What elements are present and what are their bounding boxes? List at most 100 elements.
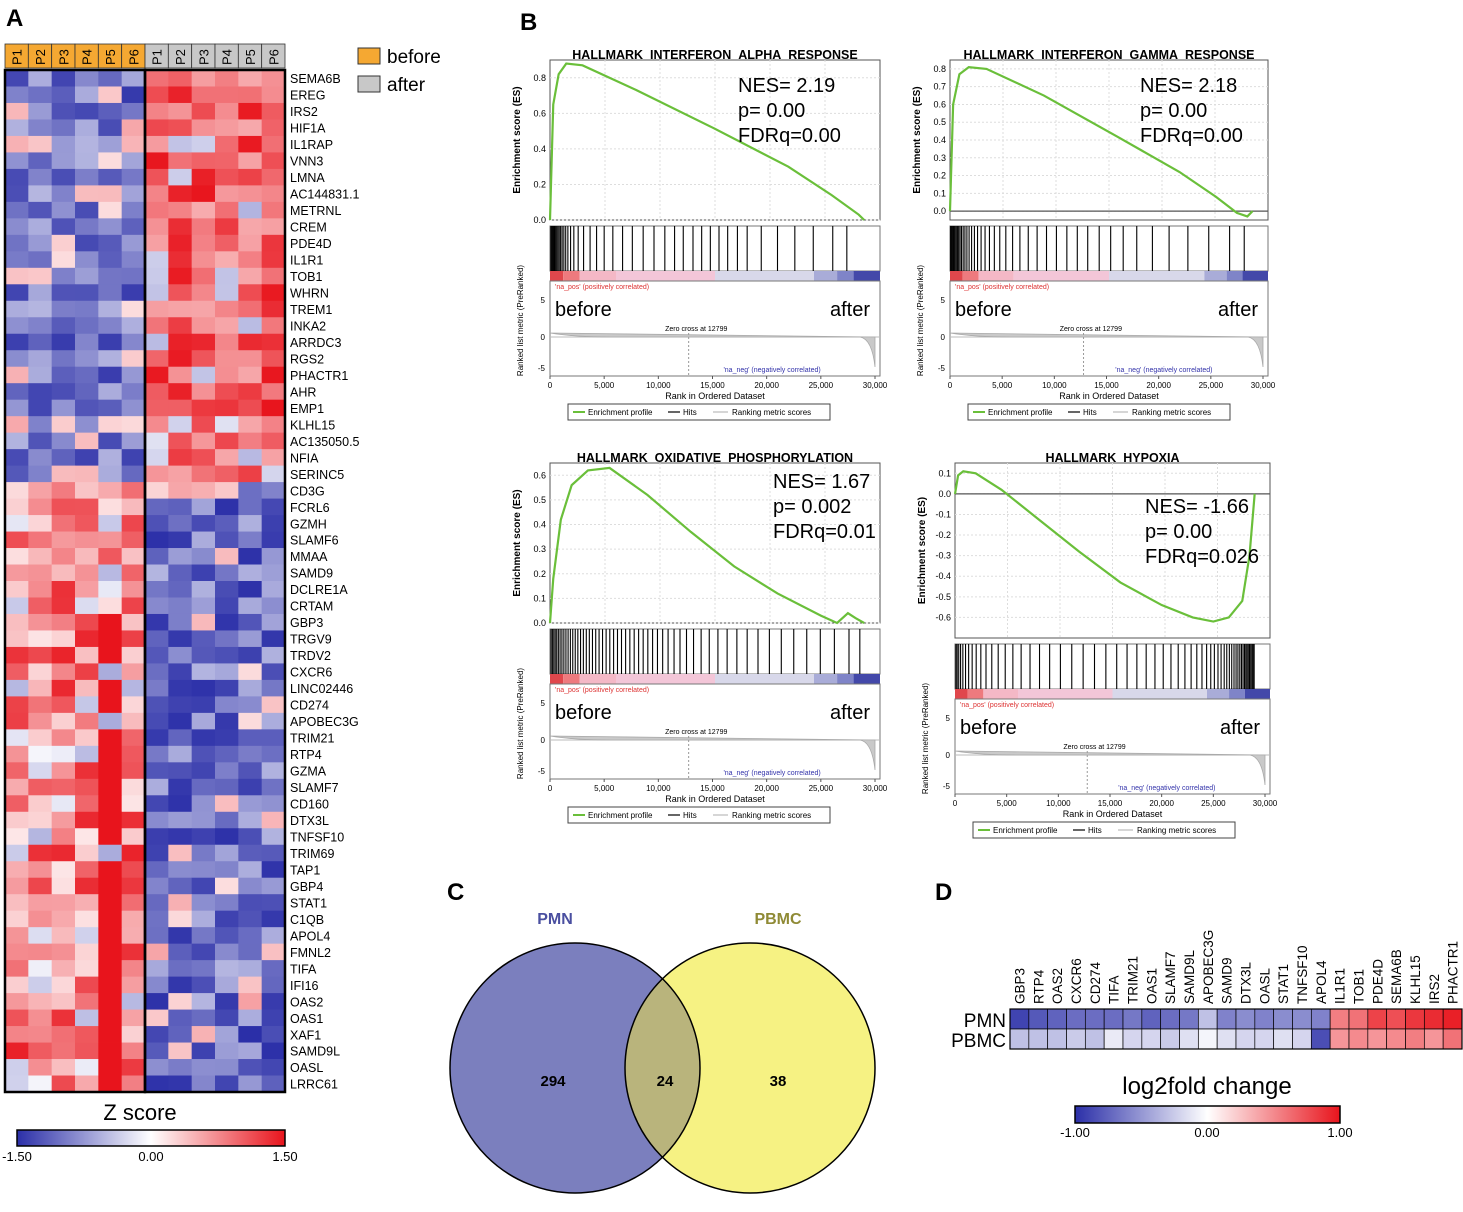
heatmap-cell — [121, 218, 146, 236]
gene-label: STAT1 — [290, 896, 327, 910]
heatmap-cell — [238, 1059, 263, 1076]
heatmap-cell — [238, 548, 263, 565]
heatmap-cell — [191, 1075, 216, 1093]
heatmap-cell — [238, 482, 263, 499]
heatmap-cell — [238, 119, 263, 137]
heatmap-cell — [121, 465, 146, 483]
heatmap-cell — [168, 185, 193, 203]
heatmap-cell — [261, 745, 286, 763]
heatmap-cell — [28, 482, 53, 499]
es-tick-label: 0.1 — [933, 188, 946, 198]
rank-color-segment — [579, 271, 616, 281]
gsea-legend-box — [567, 806, 831, 824]
heatmap-cell — [98, 416, 123, 434]
fold-change-cell — [1084, 1028, 1105, 1050]
heatmap-cell — [191, 1042, 216, 1060]
es-tick-label: 0.0 — [933, 206, 946, 216]
heatmap-cell — [75, 531, 99, 549]
heatmap-cell — [98, 646, 123, 664]
heatmap-cell — [98, 597, 123, 615]
gsea-title: HALLMARK_INTERFERON_ALPHA_RESPONSE — [572, 48, 857, 62]
heatmap-cell — [51, 465, 76, 483]
rank-color-segment — [715, 271, 814, 281]
x-tick-label: 0 — [953, 799, 958, 808]
heatmap-cell — [145, 102, 169, 120]
legend-before-label: before — [387, 47, 441, 68]
heatmap-cell — [238, 1009, 263, 1027]
heatmap-cell — [168, 646, 193, 664]
heatmap-cell — [261, 712, 286, 730]
heatmap-cell — [5, 960, 29, 978]
venn-circle-pmn — [450, 943, 700, 1193]
heatmap-cell — [28, 317, 53, 335]
fold-change-cell — [1405, 1008, 1425, 1030]
heatmap-cell — [51, 1026, 76, 1043]
heatmap-cell — [145, 218, 169, 236]
heatmap-cell — [28, 976, 53, 994]
gsea-plot-4: HALLMARK_HYPOXIA 0.1 0.0 -0.1 -0.2 -0.3 -0.4 -0… — [917, 451, 1278, 839]
heatmap-cell — [238, 729, 263, 747]
heatmap-cell — [191, 284, 216, 302]
fold-change-cell — [1310, 1028, 1331, 1050]
column-label: TIFA — [1107, 975, 1122, 1004]
fold-change-cell — [1216, 1028, 1237, 1050]
heatmap-cell — [51, 613, 76, 631]
heatmap-cell — [121, 564, 146, 582]
heatmap-cell — [98, 152, 123, 170]
es-tick-label: -0.4 — [935, 571, 951, 581]
heatmap-cell — [168, 795, 193, 813]
heatmap-cell — [75, 828, 99, 846]
heatmap-cell — [215, 515, 239, 532]
heatmap-cell — [168, 844, 193, 862]
heatmap-cell — [98, 795, 123, 813]
heatmap-cell — [145, 465, 169, 483]
heatmap-cell — [238, 333, 263, 351]
heatmap-cell — [238, 267, 263, 285]
heatmap-cell — [28, 284, 53, 302]
heatmap-cell — [75, 564, 99, 582]
heatmap-cell — [51, 86, 76, 104]
sample-label: P5 — [243, 49, 258, 65]
heatmap-cell — [28, 712, 53, 730]
metric-tick-label: 5 — [941, 296, 946, 305]
heatmap-cell — [28, 548, 53, 565]
heatmap-cell — [191, 943, 216, 961]
x-tick-label: 25,000 — [809, 784, 834, 793]
rank-color-segment — [563, 271, 580, 281]
heatmap-cell — [75, 399, 99, 417]
heatmap-cell — [238, 86, 263, 104]
heatmap-cell — [98, 976, 123, 994]
heatmap-cell — [168, 943, 193, 961]
legend-text: Ranking metric scores — [1137, 826, 1216, 835]
gene-label: GBP3 — [290, 616, 323, 630]
rank-color-segment — [837, 271, 854, 281]
fold-change-cell — [1292, 1028, 1312, 1050]
heatmap-cell — [51, 581, 76, 598]
heatmap-cell — [215, 185, 239, 203]
heatmap-cell — [75, 548, 99, 565]
heatmap-cell — [75, 976, 99, 994]
heatmap-cell — [168, 416, 193, 434]
rank-color-segment — [962, 271, 979, 281]
heatmap-cell — [215, 350, 239, 368]
heatmap-cell — [145, 416, 169, 434]
fold-change-cell — [1329, 1008, 1350, 1030]
heatmap-cell — [168, 102, 193, 120]
heatmap-cell — [261, 399, 286, 417]
heatmap-cell — [121, 267, 146, 285]
heatmap-cell — [5, 630, 29, 648]
heatmap-cell — [121, 1026, 146, 1043]
heatmap-cell — [215, 251, 239, 269]
gene-label: SLAMF7 — [290, 781, 339, 795]
x-tick-label: 10,000 — [1042, 381, 1067, 390]
heatmap-cell — [51, 910, 76, 928]
gene-label: HIF1A — [290, 122, 326, 136]
column-label: PHACTR1 — [1446, 941, 1461, 1004]
heatmap-cell — [145, 317, 169, 335]
fold-change-cell — [1160, 1028, 1180, 1050]
heatmap-cell — [261, 778, 286, 796]
heatmap-cell — [98, 712, 123, 730]
heatmap-cell — [28, 927, 53, 945]
heatmap-cell — [238, 168, 263, 186]
heatmap-cell — [121, 416, 146, 434]
